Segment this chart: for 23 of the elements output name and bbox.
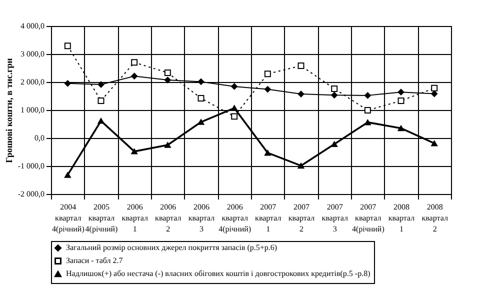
x-tick-label: 2007 квартал 2 (288, 202, 315, 234)
legend-label: Запаси - табл 2.7 (66, 256, 123, 265)
x-tick-label: 2006 квартал 4(річний) (218, 202, 252, 234)
x-tick-label: 2008 квартал 1 (388, 202, 415, 234)
y-tick-label: -2 000,0 (18, 190, 44, 198)
y-tick-label: 0,0 (34, 134, 44, 142)
x-tick-label: 2006 квартал 2 (155, 202, 182, 234)
y-tick-label: 3 000,0 (20, 50, 44, 58)
legend-label: Надлишок(+) або нестача (-) власних обігових коштів і довгострокових кредитів(р.5 -р.8) (66, 269, 371, 278)
x-tick-label: 2005 квартал 4(річний) (85, 202, 118, 234)
x-tick-label: 2007 квартал 4(річний) (352, 202, 385, 234)
x-tick-label: 2008 квартал 2 (422, 202, 448, 234)
x-tick-label: 2006 квартал 1 (122, 202, 148, 234)
x-tick-label: 2006 квартал 3 (188, 202, 215, 234)
x-tick-label: 2007 квартал 3 (322, 202, 348, 234)
x-tick-label: 2007 квартал 1 (255, 202, 282, 234)
legend-label: Загальний розмір основних джерел покриття запасів (р.5+р.6) (66, 243, 278, 252)
y-tick-label: -1 000,0 (18, 162, 44, 170)
y-tick-label: 2 000,0 (20, 78, 44, 86)
y-axis-title: Грошові кошти, в тис.грн (4, 58, 14, 163)
y-tick-label: 4 000,0 (20, 22, 44, 30)
x-tick-label: 2004 квартал 4(річний) (52, 202, 85, 234)
y-tick-label: 1 000,0 (20, 106, 44, 114)
